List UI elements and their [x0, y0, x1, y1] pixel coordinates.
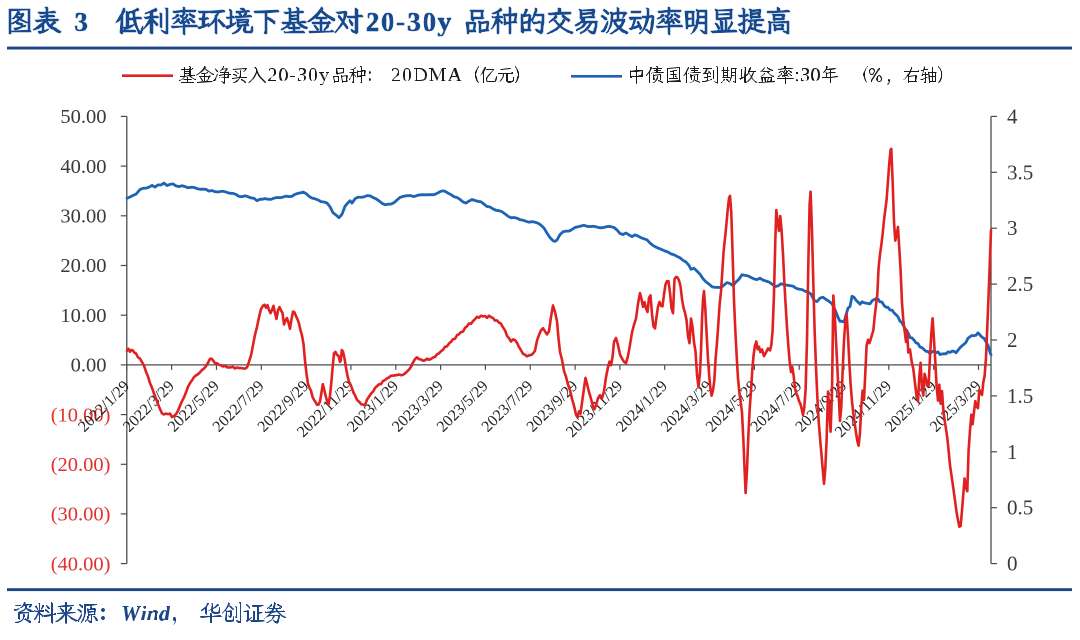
svg-text:1: 1 [1007, 440, 1018, 464]
svg-text:(10.00): (10.00) [51, 404, 111, 426]
svg-text:30.00: 30.00 [60, 206, 106, 228]
svg-text:4: 4 [1007, 104, 1018, 128]
svg-text:0: 0 [1007, 552, 1018, 576]
svg-text:50.00: 50.00 [60, 106, 106, 128]
svg-text:20.00: 20.00 [60, 255, 106, 277]
svg-text:2: 2 [1007, 328, 1018, 352]
svg-text:3.5: 3.5 [1007, 160, 1033, 184]
svg-text:(20.00): (20.00) [51, 454, 111, 476]
svg-text:10.00: 10.00 [60, 305, 106, 327]
svg-text:(40.00): (40.00) [51, 553, 111, 575]
svg-text:0.00: 0.00 [71, 355, 107, 377]
svg-text:40.00: 40.00 [60, 156, 106, 178]
svg-text:1.5: 1.5 [1007, 384, 1033, 408]
svg-text:3: 3 [1007, 216, 1018, 240]
svg-text:(30.00): (30.00) [51, 504, 111, 526]
svg-text:2.5: 2.5 [1007, 272, 1033, 296]
svg-text:0.5: 0.5 [1007, 496, 1033, 520]
